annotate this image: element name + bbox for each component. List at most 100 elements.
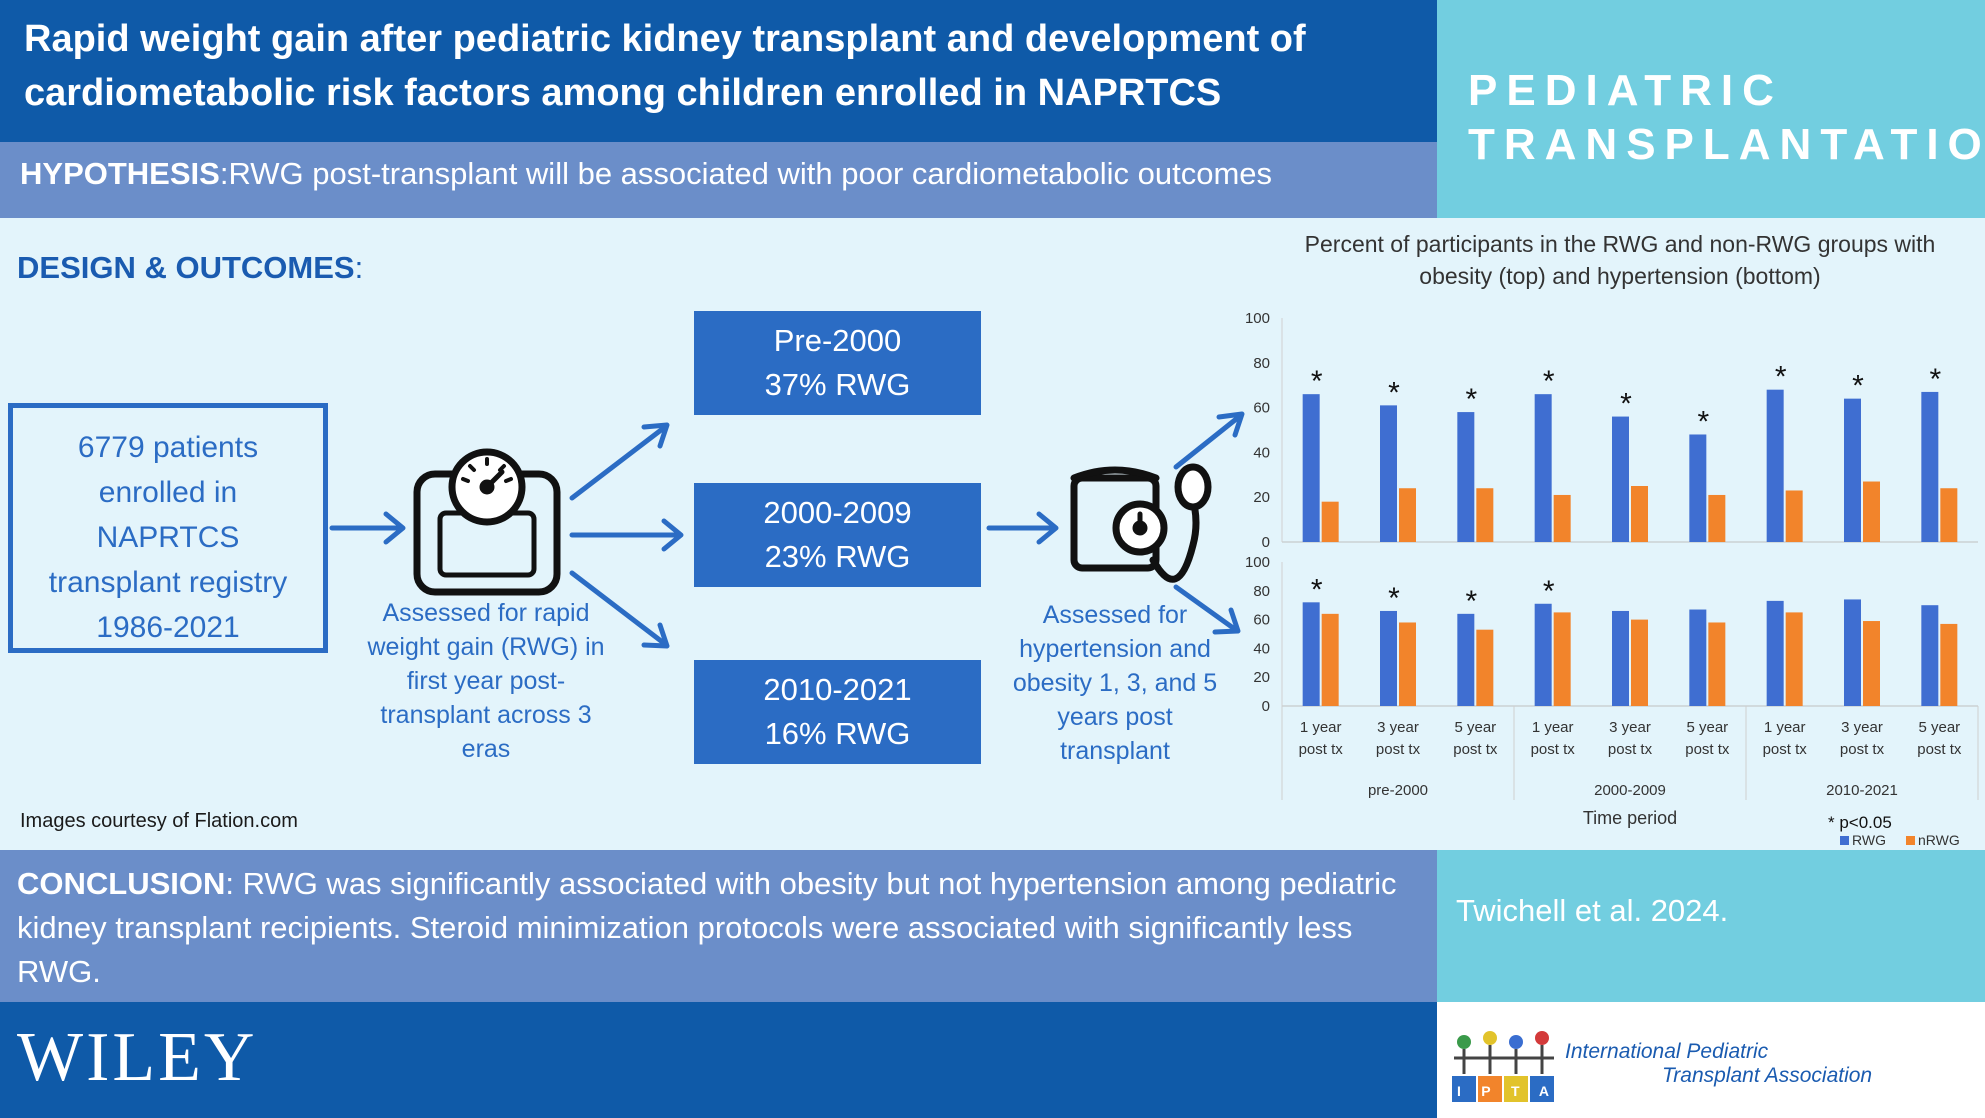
arrow-icon [569,422,670,501]
x-tick-label: 5 year [1686,719,1728,736]
conclusion-band [0,850,1437,1002]
publisher-band [0,1002,1437,1118]
ipta-band [1437,1002,1985,1118]
x-axis-title: Time period [1583,808,1677,828]
x-tick-label: 3 year [1377,719,1419,736]
legend-swatch-rwg [1840,836,1849,845]
significance-marker: * [1311,573,1323,606]
significance-marker: * [1465,585,1477,618]
arrow-icon [569,570,670,649]
ipta-logo: IPTA [1452,1031,1554,1102]
era-rwg: 37% RWG [764,367,911,402]
significance-marker: * [1465,383,1477,416]
significance-marker: * [1697,405,1709,438]
image-courtesy: Images courtesy of Flation.com [20,810,298,832]
bar-obesity-nrwg [1940,488,1958,542]
x-tick-label: post tx [1299,741,1344,758]
bar-obesity-rwg [1380,405,1397,542]
bar-obesity-nrwg [1476,488,1494,542]
era-rwg: 23% RWG [764,539,911,574]
y-tick-label: 40 [1253,444,1270,461]
hypothesis: HYPOTHESIS:RWG post-transplant will be a… [20,156,1420,192]
bar-hypertension-rwg [1380,610,1397,706]
era-box-2010-2021: 2010-2021 16% RWG [694,660,981,764]
x-tick-label: post tx [1376,741,1421,758]
bar-obesity-nrwg [1321,501,1339,542]
significance-marker: * [1388,582,1400,615]
title-band [0,0,1437,142]
bar-chart: 0 20 40 60 80 100 * * * * * * * * * 0 20 40 60 80 100 * * * * 1 y… [1245,310,1979,848]
arrow-icon [569,518,684,552]
bar-obesity-rwg [1921,391,1939,542]
y-tick-label: 20 [1253,489,1270,506]
era-period: Pre-2000 [773,323,902,358]
y-tick-label: 80 [1253,583,1270,600]
bar-hypertension-rwg [1689,609,1707,706]
bar-obesity-nrwg [1708,494,1726,542]
significance-marker: * [1311,365,1323,398]
legend-label: nRWG [1918,832,1960,848]
x-tick-label: post tx [1917,741,1962,758]
citation-band [1437,850,1985,1002]
bar-hypertension-rwg [1612,610,1629,706]
significance-marker: * [1775,361,1787,394]
bar-hypertension-rwg [1766,600,1784,706]
y-tick-label: 0 [1262,698,1270,715]
y-tick-label: 60 [1253,400,1270,417]
bar-obesity-rwg [1612,416,1629,542]
bar-obesity-rwg [1844,398,1861,542]
era-rwg: 16% RWG [764,716,911,751]
significance-marker: * [1388,376,1400,409]
significance-marker: * [1929,363,1941,396]
bar-hypertension-rwg [1844,599,1861,706]
conclusion-label: CONCLUSION [17,866,226,901]
infographic-title: Rapid weight gain after pediatric kidney… [24,18,1306,114]
x-tick-label: 3 year [1841,719,1883,736]
design-title: DESIGN & OUTCOMES: [17,250,364,285]
patients-line: 6779 patients [77,431,259,464]
patients-line: transplant registry [48,566,288,599]
patients-line: 1986-2021 [96,611,240,644]
bar-hypertension-rwg [1921,605,1939,706]
x-tick-label: 5 year [1918,719,1960,736]
bar-obesity-rwg [1766,389,1784,542]
bar-hypertension-rwg [1534,603,1552,706]
publisher-logo: WILEY [17,1019,258,1096]
y-tick-label: 40 [1253,640,1270,657]
bar-hypertension-nrwg [1785,612,1803,706]
bar-obesity-nrwg [1863,481,1880,542]
significance-marker: * [1620,388,1632,421]
x-tick-label: 1 year [1532,719,1574,736]
group-label: 2000-2009 [1594,782,1666,799]
arrow-icon [986,511,1059,545]
y-tick-label: 0 [1262,534,1270,551]
journal-line-1: PEDIATRIC [1468,66,1783,115]
conclusion-text: : RWG was significantly associated with … [17,866,1397,989]
patients-line: NAPRTCS [96,521,240,554]
hypothesis-label: HYPOTHESIS [20,156,220,191]
bar-hypertension-nrwg [1631,619,1648,706]
ipta-name-line-2: Transplant Association [1662,1064,1873,1087]
bar-obesity-nrwg [1399,488,1416,542]
bar-obesity-nrwg [1785,490,1803,542]
x-tick-label: post tx [1453,741,1498,758]
x-tick-label: post tx [1685,741,1730,758]
hypothesis-text: :RWG post-transplant will be associated … [219,156,1273,191]
y-tick-label: 60 [1253,612,1270,629]
y-tick-label: 100 [1245,310,1270,327]
x-tick-label: post tx [1763,741,1808,758]
arrow-icon [1173,411,1245,470]
design-section [0,218,1985,850]
era-period: 2010-2021 [763,672,912,707]
y-tick-label: 20 [1253,669,1270,686]
x-tick-label: 5 year [1454,719,1496,736]
bar-hypertension-rwg [1302,602,1320,706]
bar-hypertension-nrwg [1708,622,1726,706]
bar-obesity-nrwg [1553,494,1571,542]
bar-obesity-rwg [1302,394,1320,542]
significance-marker: * [1852,370,1864,403]
citation: Twichell et al. 2024. [1456,893,1729,928]
bar-hypertension-nrwg [1553,612,1571,706]
journal-name: PEDIATRIC TRANSPLANTATION [1468,64,1985,172]
bp-caption: Assessed for hypertension and obesity 1,… [1012,601,1218,765]
